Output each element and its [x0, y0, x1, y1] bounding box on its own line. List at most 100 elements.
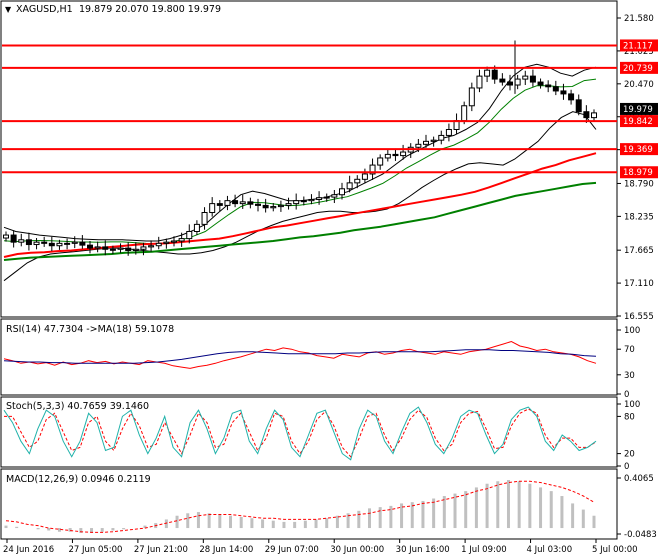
stoch-tick-label: 80 — [624, 412, 635, 422]
candle-body — [71, 241, 78, 244]
candle-body — [369, 164, 376, 175]
price-tick-label: 16.555 — [624, 312, 654, 322]
candle-body — [178, 238, 185, 242]
candle-body — [522, 75, 529, 80]
candle-body — [94, 246, 101, 249]
candle-body — [163, 241, 170, 244]
candle-body — [491, 69, 498, 80]
candle-body — [583, 111, 590, 119]
candle-body — [445, 128, 452, 136]
candle-body — [125, 247, 132, 251]
x-tick-label: 30 Jun 16:00 — [396, 545, 450, 555]
stoch-tick-label: 100 — [624, 400, 640, 410]
rsi-tick-label: 30 — [624, 371, 635, 381]
candle-body — [591, 112, 597, 119]
candle-body — [377, 157, 384, 166]
candle-body — [48, 242, 55, 247]
candle-body — [33, 241, 40, 246]
stoch-tick-label: 0 — [624, 462, 629, 472]
rsi-tick-label: 100 — [624, 326, 640, 336]
x-tick-label: 5 Jul 00:00 — [592, 545, 638, 555]
candle-body — [423, 140, 429, 145]
inner-band-line — [3, 78, 597, 245]
macd-label: MACD(12,26,9) 0.0946 0.2119 — [6, 474, 151, 485]
candle-body — [132, 248, 139, 251]
level-price-flag — [620, 115, 658, 128]
rsi-plot — [3, 340, 597, 369]
candle-body — [430, 139, 437, 142]
price-tick-label: 17.665 — [624, 246, 654, 256]
candle-body — [117, 247, 124, 250]
stoch-signal-line — [4, 408, 597, 458]
level-price-label: 18.979 — [623, 168, 653, 178]
candle-body — [216, 203, 223, 206]
candle-body — [438, 134, 445, 141]
candle-body — [346, 182, 353, 190]
candle-body — [537, 81, 544, 86]
current-price-label: 19.979 — [623, 105, 653, 115]
candle-body — [18, 239, 25, 243]
candle-body — [79, 241, 86, 246]
macd-pane[interactable] — [0, 468, 618, 540]
ma-slow-line — [3, 181, 597, 261]
x-tick-label: 27 Jun 05:00 — [68, 545, 122, 555]
price-tick-label: 21.580 — [624, 14, 654, 24]
candle-body — [545, 84, 552, 88]
candle-body — [155, 242, 162, 247]
level-price-label: 19.842 — [623, 117, 653, 127]
x-tick-label: 28 Jun 14:00 — [199, 545, 253, 555]
level-price-label: 20.739 — [623, 64, 653, 74]
x-tick-label: 30 Jun 00:00 — [330, 545, 384, 555]
price-tick-label: 17.110 — [624, 279, 654, 289]
price-tick-label: 18.235 — [624, 212, 654, 222]
price-tick-label: 18.790 — [624, 179, 654, 189]
axis-labels: 21.58021.02520.47019.91519.36018.79018.2… — [3, 14, 658, 555]
level-price-flag — [620, 166, 658, 179]
candle-body — [400, 151, 407, 157]
candle-body — [109, 248, 116, 251]
dropdown-triangle-icon[interactable]: ▼ — [5, 5, 12, 14]
candle-body — [209, 203, 216, 214]
candle-body — [514, 78, 521, 86]
rsi-tick-label: 70 — [624, 345, 635, 355]
stoch-label: Stoch(5,3,3) 40.7659 39.1460 — [6, 401, 149, 412]
candle-body — [140, 246, 147, 250]
rsi-pane[interactable] — [0, 318, 618, 396]
x-tick-label: 27 Jun 21:00 — [134, 545, 188, 555]
candle-body — [239, 201, 246, 205]
candle-body — [308, 198, 315, 202]
candle-body — [499, 78, 506, 83]
header-symbol: XAGUSD,H1 — [16, 4, 73, 15]
x-tick-label: 4 Jul 03:00 — [527, 545, 573, 555]
price-plot — [2, 40, 617, 282]
candle-body — [171, 240, 177, 243]
rsi-ma-line — [3, 349, 597, 364]
candle-body — [468, 87, 475, 107]
price-pane[interactable] — [0, 0, 618, 318]
candle-body — [361, 173, 368, 180]
candle-body — [568, 93, 575, 101]
candle-body — [552, 86, 559, 92]
candle-body — [415, 143, 422, 148]
x-tick-label: 24 Jun 2016 — [3, 545, 54, 555]
stoch-main-line — [3, 406, 597, 461]
level-price-flag — [620, 143, 658, 156]
candle-body — [560, 90, 567, 95]
rsi-line — [3, 340, 597, 369]
candle-body — [323, 196, 330, 199]
candle-body — [300, 200, 307, 203]
macd-tick-label: -0.0483 — [624, 530, 657, 540]
candle-body — [484, 69, 491, 77]
candle-body — [25, 239, 32, 246]
level-price-label: 19.369 — [623, 145, 653, 155]
candle-body — [232, 200, 239, 205]
candle-body — [186, 230, 193, 240]
candle-body — [331, 194, 338, 198]
stoch-pane[interactable] — [0, 396, 618, 468]
x-tick-label: 1 Jul 09:00 — [461, 545, 507, 555]
candle-body — [285, 203, 292, 206]
candle-body — [339, 188, 345, 196]
price-tick-label: 21.025 — [624, 47, 654, 57]
stoch-tick-label: 20 — [624, 450, 635, 460]
